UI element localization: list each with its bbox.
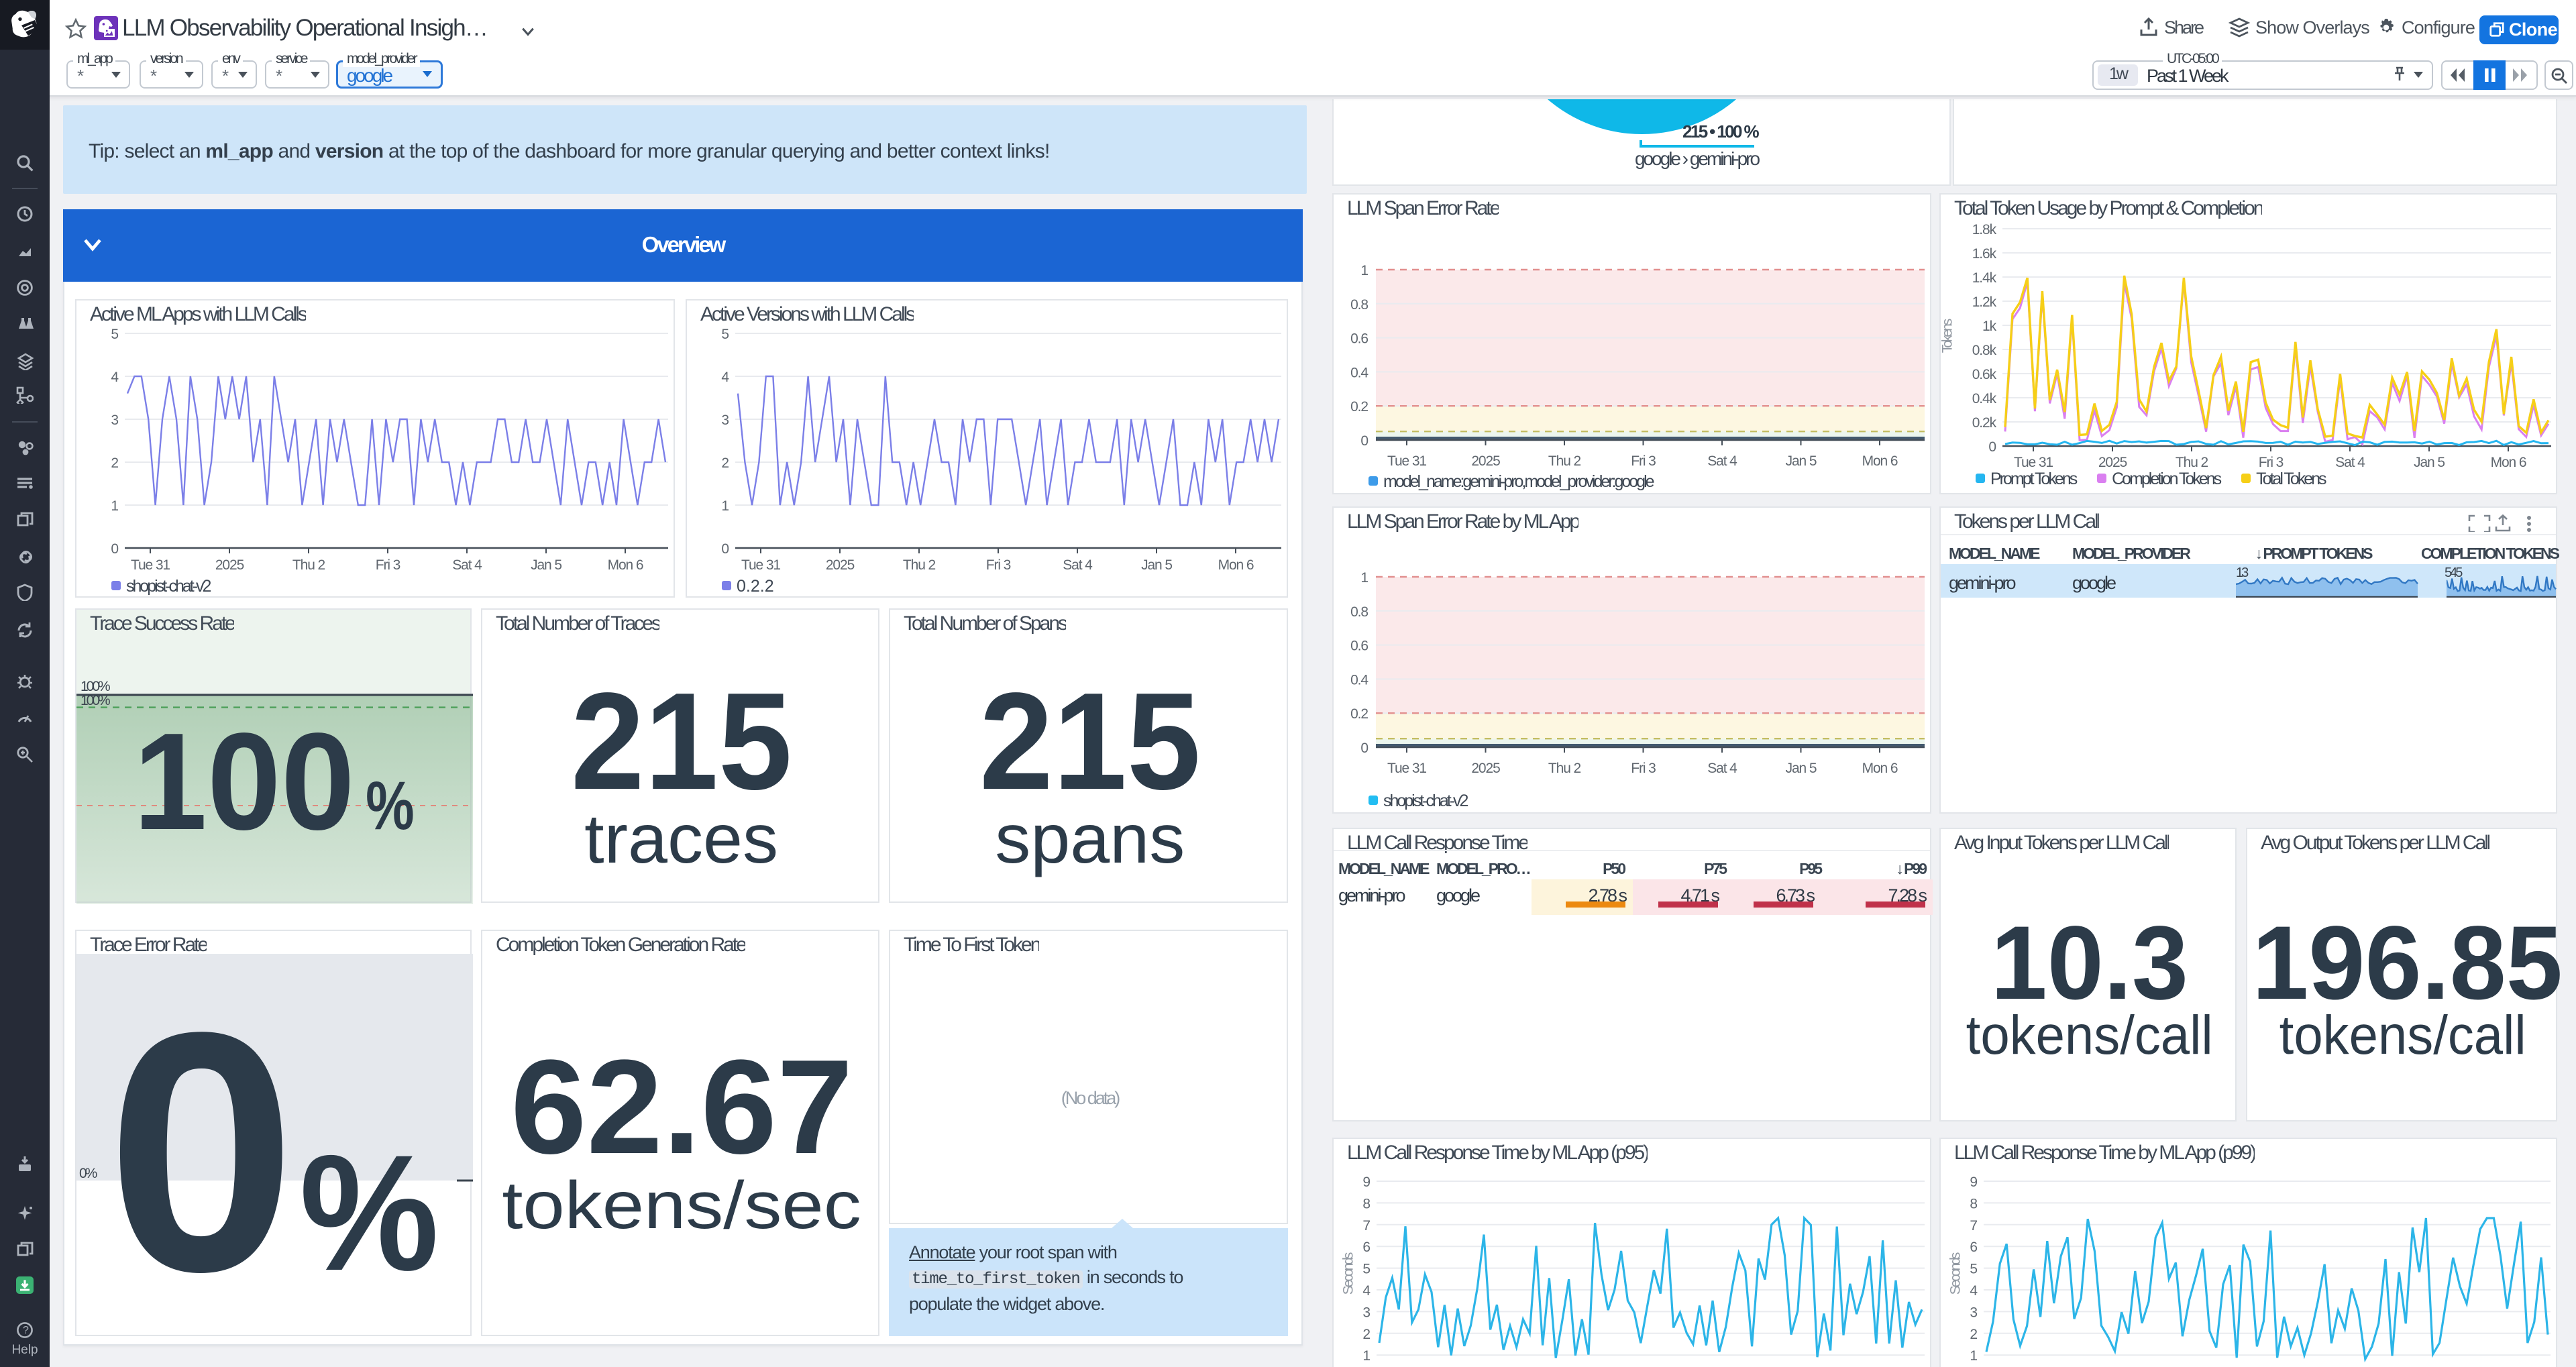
svg-text:2: 2 bbox=[1970, 1327, 1977, 1342]
svg-text:9: 9 bbox=[1970, 1174, 1977, 1190]
svg-text:0.8: 0.8 bbox=[1350, 297, 1368, 313]
svg-text:2025: 2025 bbox=[826, 557, 855, 573]
svg-text:Thu 2: Thu 2 bbox=[903, 557, 936, 573]
svg-text:4: 4 bbox=[721, 370, 729, 385]
svg-text:6: 6 bbox=[1970, 1240, 1977, 1255]
svg-text:Sat 4: Sat 4 bbox=[1707, 453, 1737, 469]
svg-text:100%: 100% bbox=[80, 693, 110, 708]
svg-text:0%: 0% bbox=[79, 1166, 97, 1181]
svg-text:0.8: 0.8 bbox=[1350, 604, 1368, 620]
svg-text:Sat 4: Sat 4 bbox=[2335, 455, 2365, 470]
svg-text:1: 1 bbox=[111, 498, 118, 514]
svg-text:4: 4 bbox=[1970, 1283, 1978, 1299]
svg-text:2025: 2025 bbox=[215, 557, 244, 573]
svg-text:5: 5 bbox=[1362, 1262, 1370, 1277]
svg-text:1.6k: 1.6k bbox=[1972, 246, 1997, 262]
svg-text:Fri 3: Fri 3 bbox=[376, 557, 400, 573]
svg-text:7: 7 bbox=[1362, 1218, 1370, 1234]
svg-text:4: 4 bbox=[1362, 1283, 1371, 1299]
svg-text:3: 3 bbox=[1970, 1305, 1977, 1320]
svg-text:0.8k: 0.8k bbox=[1972, 343, 1997, 358]
svg-text:0: 0 bbox=[1360, 433, 1368, 449]
svg-text:2025: 2025 bbox=[1471, 761, 1500, 776]
svg-text:Jan 5: Jan 5 bbox=[531, 557, 561, 573]
svg-text:Mon 6: Mon 6 bbox=[1218, 557, 1254, 573]
svg-text:Fri 3: Fri 3 bbox=[2259, 455, 2284, 470]
svg-text:Mon 6: Mon 6 bbox=[608, 557, 643, 573]
svg-text:Thu 2: Thu 2 bbox=[1548, 453, 1581, 469]
svg-text:Sat 4: Sat 4 bbox=[452, 557, 482, 573]
svg-text:6: 6 bbox=[1362, 1240, 1370, 1255]
svg-text:2025: 2025 bbox=[1471, 453, 1500, 469]
svg-text:2: 2 bbox=[111, 455, 118, 471]
svg-text:1k: 1k bbox=[1982, 319, 1997, 334]
svg-text:Tue 31: Tue 31 bbox=[1387, 761, 1426, 776]
svg-text:?: ? bbox=[23, 1325, 29, 1336]
svg-text:Tue 31: Tue 31 bbox=[741, 557, 780, 573]
svg-text:Mon 6: Mon 6 bbox=[2491, 455, 2526, 470]
svg-text:Tue 31: Tue 31 bbox=[131, 557, 170, 573]
svg-text:Jan 5: Jan 5 bbox=[1786, 453, 1817, 469]
svg-text:Jan 5: Jan 5 bbox=[1141, 557, 1172, 573]
svg-text:Tue 31: Tue 31 bbox=[1387, 453, 1426, 469]
svg-text:Tue 31: Tue 31 bbox=[2014, 455, 2053, 470]
svg-text:Thu 2: Thu 2 bbox=[292, 557, 325, 573]
svg-text:2: 2 bbox=[1362, 1327, 1370, 1342]
svg-text:Thu 2: Thu 2 bbox=[2176, 455, 2208, 470]
svg-text:1: 1 bbox=[721, 498, 729, 514]
svg-text:3: 3 bbox=[721, 413, 729, 428]
svg-text:8: 8 bbox=[1970, 1196, 1977, 1211]
svg-text:5: 5 bbox=[111, 327, 118, 342]
svg-text:1.8k: 1.8k bbox=[1972, 222, 1997, 237]
svg-text:Jan 5: Jan 5 bbox=[1786, 761, 1817, 776]
svg-text:0.2k: 0.2k bbox=[1972, 415, 1997, 431]
svg-text:Sat 4: Sat 4 bbox=[1707, 761, 1737, 776]
svg-text:2: 2 bbox=[721, 455, 729, 471]
svg-text:0.6: 0.6 bbox=[1350, 331, 1368, 347]
svg-text:7: 7 bbox=[1970, 1218, 1977, 1234]
svg-text:0: 0 bbox=[721, 541, 729, 557]
svg-text:google › gemini-pro: google › gemini-pro bbox=[1635, 148, 1760, 169]
svg-text:1: 1 bbox=[1360, 263, 1368, 278]
svg-text:0: 0 bbox=[111, 541, 118, 557]
svg-text:5: 5 bbox=[1970, 1262, 1977, 1277]
svg-text:0.2: 0.2 bbox=[1350, 399, 1368, 415]
svg-text:Fri 3: Fri 3 bbox=[1631, 453, 1656, 469]
svg-text:0: 0 bbox=[1988, 439, 1996, 455]
svg-text:0.6: 0.6 bbox=[1350, 639, 1368, 654]
svg-text:0: 0 bbox=[1360, 741, 1368, 756]
svg-text:0.4k: 0.4k bbox=[1972, 391, 1997, 406]
svg-text:1: 1 bbox=[1970, 1348, 1977, 1364]
svg-text:Mon 6: Mon 6 bbox=[1862, 453, 1898, 469]
svg-text:Fri 3: Fri 3 bbox=[986, 557, 1011, 573]
svg-text:Sat 4: Sat 4 bbox=[1063, 557, 1093, 573]
svg-text:5: 5 bbox=[721, 327, 729, 342]
svg-text:3: 3 bbox=[1362, 1305, 1370, 1320]
svg-text:4: 4 bbox=[111, 370, 119, 385]
svg-text:1: 1 bbox=[1360, 570, 1368, 586]
svg-text:Fri 3: Fri 3 bbox=[1631, 761, 1656, 776]
svg-text:3: 3 bbox=[111, 413, 118, 428]
svg-text:Thu 2: Thu 2 bbox=[1548, 761, 1581, 776]
svg-text:Mon 6: Mon 6 bbox=[1862, 761, 1898, 776]
svg-text:1.2k: 1.2k bbox=[1972, 294, 1997, 310]
svg-text:215 • 100 %: 215 • 100 % bbox=[1682, 121, 1760, 142]
svg-text:0.4: 0.4 bbox=[1350, 672, 1368, 688]
svg-text:1.4k: 1.4k bbox=[1972, 270, 1997, 286]
svg-text:0.6k: 0.6k bbox=[1972, 367, 1997, 382]
svg-text:0.4: 0.4 bbox=[1350, 365, 1368, 380]
svg-text:9: 9 bbox=[1362, 1174, 1370, 1190]
svg-text:8: 8 bbox=[1362, 1196, 1370, 1211]
svg-text:1: 1 bbox=[1362, 1348, 1370, 1364]
svg-text:0.2: 0.2 bbox=[1350, 706, 1368, 722]
svg-text:100%: 100% bbox=[80, 679, 110, 694]
svg-text:Jan 5: Jan 5 bbox=[2414, 455, 2445, 470]
svg-text:2025: 2025 bbox=[2098, 455, 2127, 470]
